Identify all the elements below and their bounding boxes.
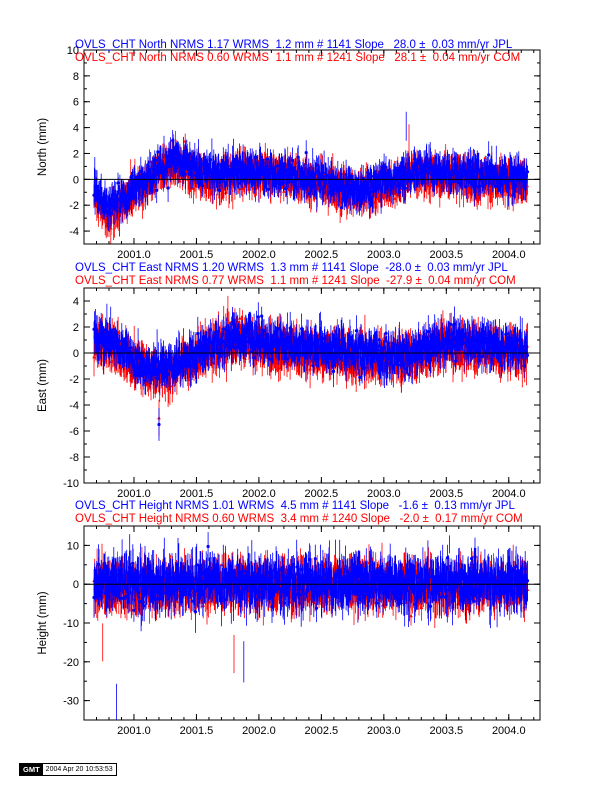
height-xtick-label: 2003.5	[429, 725, 463, 737]
height-ytick-label: -20	[63, 657, 79, 669]
east-ylabel: East (mm)	[37, 359, 49, 412]
north-title-jpl: OVLS_CHT North NRMS 1.17 WRMS 1.2 mm # 1…	[75, 39, 513, 51]
north-xtick-label: 2002.0	[242, 249, 276, 261]
north-xtick-label: 2002.5	[305, 249, 339, 261]
north-series-jpl	[92, 111, 530, 237]
gmt-date: 2004 Apr 20 10:53:53	[42, 764, 116, 775]
height-xtick-label: 2002.0	[242, 725, 276, 737]
east-ytick-label: -10	[63, 478, 79, 490]
north-ytick-label: 0	[73, 174, 79, 186]
height-panel: -30 -20 -10 0 10 2001.0 2001.5 2002.0 2002.5 2003…	[37, 525, 541, 737]
east-xtick-label: 2002.5	[305, 488, 339, 500]
north-ytick-label: 8	[73, 71, 79, 83]
east-ytick-label: -8	[69, 452, 79, 464]
gmt-logo: GMT	[20, 764, 43, 775]
height-ytick-label: 10	[67, 540, 79, 552]
north-xtick-label: 2001.5	[180, 249, 214, 261]
height-ytick-label: 0	[73, 579, 79, 591]
east-series-jpl	[92, 302, 530, 441]
north-title-com: OVLS_CHT North NRMS 0.60 WRMS 1.1 mm # 1…	[75, 52, 521, 64]
north-ytick-label: 10	[67, 45, 79, 57]
height-series-jpl	[92, 532, 530, 720]
east-xtick-label: 2003.0	[367, 488, 401, 500]
east-xtick-label: 2003.5	[429, 488, 463, 500]
height-xtick-label: 2003.0	[367, 725, 401, 737]
north-markers-jpl	[92, 139, 530, 216]
gmt-timestamp: GMT 2004 Apr 20 10:53:53	[19, 763, 117, 776]
height-title-com: OVLS_CHT Height NRMS 0.60 WRMS 3.4 mm # …	[75, 513, 523, 525]
height-xtick-label: 2001.0	[117, 725, 151, 737]
east-title-jpl: OVLS_CHT East NRMS 1.20 WRMS 1.3 mm # 11…	[75, 262, 508, 274]
north-ytick-label: 4	[73, 123, 79, 135]
north-ylabel: North (mm)	[37, 118, 49, 176]
north-panel: -4 -2 0 2 4 6 8 10 2001.0 2001.5 2002.0 2002.5 2003.…	[37, 45, 541, 261]
north-xtick-label: 2003.5	[429, 249, 463, 261]
east-xtick-label: 2001.5	[180, 488, 214, 500]
east-xtick-label: 2002.0	[242, 488, 276, 500]
north-xtick-label: 2004.0	[492, 249, 526, 261]
height-ytick-label: -30	[63, 696, 79, 708]
east-ytick-label: 0	[73, 348, 79, 360]
north-xtick-label: 2001.0	[117, 249, 151, 261]
east-ytick-label: 2	[73, 322, 79, 334]
height-xtick-label: 2004.0	[492, 725, 526, 737]
north-frame	[83, 49, 541, 245]
east-frame	[83, 287, 541, 484]
east-ytick-label: -4	[69, 400, 79, 412]
north-ytick-label: 6	[73, 97, 79, 109]
height-title-jpl: OVLS_CHT Height NRMS 1.01 WRMS 4.5 mm # …	[75, 500, 515, 512]
height-ytick-label: -10	[63, 618, 79, 630]
height-xtick-label: 2001.5	[180, 725, 214, 737]
height-ylabel: Height (mm)	[37, 591, 49, 654]
height-markers-jpl	[92, 544, 530, 614]
height-xtick-label: 2002.5	[305, 725, 339, 737]
east-xtick-label: 2004.0	[492, 488, 526, 500]
north-ytick-label: -4	[69, 226, 79, 238]
east-title-com: OVLS_CHT East NRMS 0.77 WRMS 1.1 mm # 12…	[75, 275, 516, 287]
north-errorbars-jpl	[93, 111, 528, 237]
east-xtick-label: 2001.0	[117, 488, 151, 500]
north-xtick-label: 2003.0	[367, 249, 401, 261]
north-ytick-label: 2	[73, 148, 79, 160]
east-ytick-label: -2	[69, 374, 79, 386]
east-ytick-label: -6	[69, 426, 79, 438]
north-ytick-label: -2	[69, 200, 79, 212]
east-ytick-label: 4	[73, 296, 79, 308]
east-panel: -10 -8 -6 -4 -2 0 2 4 2001.0 2001.5 2002.0 2002.5 20…	[37, 287, 541, 500]
